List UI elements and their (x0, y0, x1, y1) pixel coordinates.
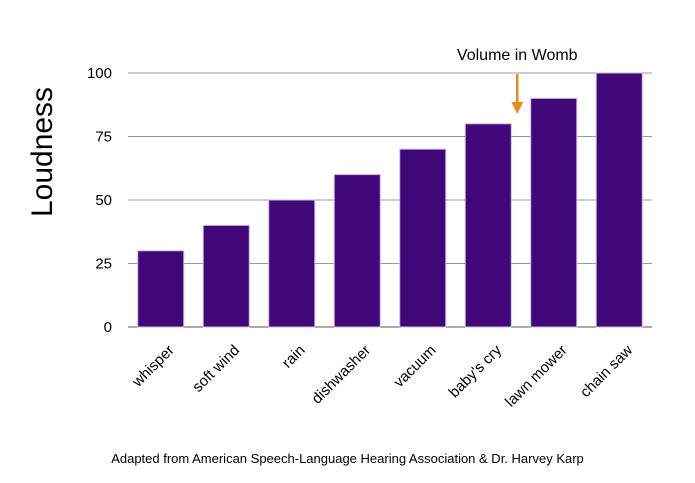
bars (137, 72, 643, 328)
y-tick-label: 50 (95, 192, 112, 209)
bar (137, 250, 185, 328)
x-tick-label: chain saw (577, 342, 636, 401)
x-tick-label: soft wind (189, 342, 243, 396)
y-tick-label: 100 (87, 65, 112, 82)
bar (202, 224, 250, 328)
bar (595, 72, 643, 328)
x-tick-label: rain (279, 342, 309, 372)
bar (268, 199, 316, 328)
x-tick-label: whisper (128, 342, 177, 391)
bar (530, 97, 578, 328)
y-tick-label: 75 (95, 129, 112, 146)
bar (399, 148, 447, 328)
y-tick-label: 0 (104, 319, 112, 336)
x-tick-label: lawn mower (502, 342, 571, 411)
annotation: Volume in Womb (457, 47, 578, 114)
source-caption: Adapted from American Speech-Language He… (111, 451, 584, 466)
x-tick-label: dishwasher (308, 342, 374, 408)
x-tick-label: vacuum (390, 342, 439, 391)
x-tick-labels: whisper soft wind rain dishwasher vacuum baby… (128, 341, 636, 410)
y-tick-label: 25 (95, 256, 112, 273)
annotation-text: Volume in Womb (457, 47, 578, 64)
y-tick-labels: 0 25 50 75 100 (87, 65, 112, 336)
y-axis-label: Loudness (26, 87, 59, 217)
bar (333, 174, 381, 328)
annotation-arrow-head (511, 102, 524, 114)
bar (464, 123, 512, 328)
x-tick-label: baby's cry (446, 341, 506, 401)
